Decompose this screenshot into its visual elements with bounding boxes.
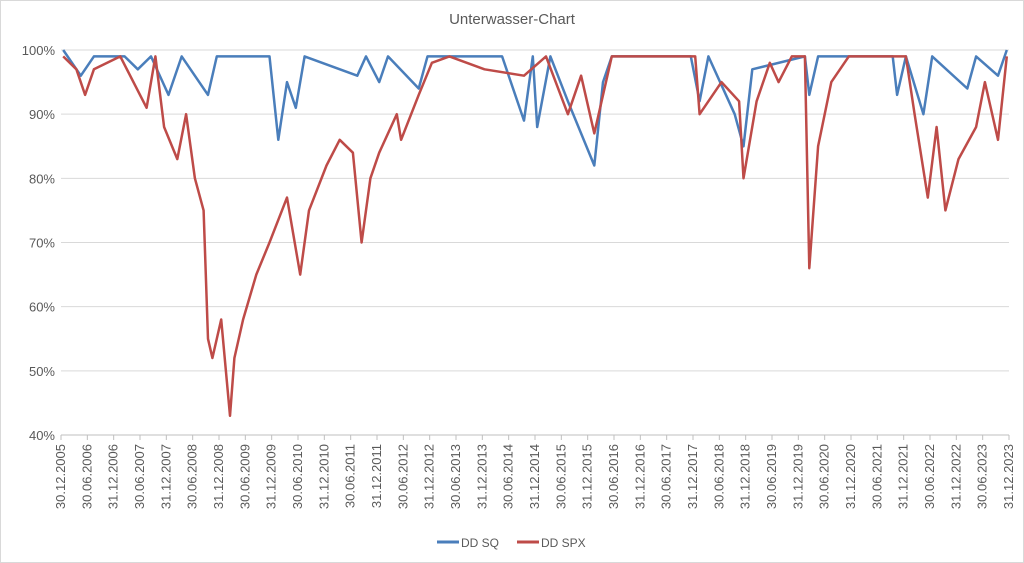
- x-tick-label: 31.12.2010: [316, 444, 331, 509]
- x-tick-label: 30.06.2009: [237, 444, 252, 509]
- legend-label: DD SPX: [541, 536, 586, 550]
- x-tick-label: 30.06.2014: [501, 444, 516, 509]
- y-tick-label: 60%: [29, 300, 55, 315]
- y-tick-label: 90%: [29, 107, 55, 122]
- x-tick-label: 30.06.2020: [817, 444, 832, 509]
- y-tick-label: 100%: [22, 43, 56, 58]
- y-tick-label: 80%: [29, 171, 55, 186]
- x-tick-label: 31.12.2009: [264, 444, 279, 509]
- x-tick-label: 31.12.2020: [843, 444, 858, 509]
- x-tick-label: 30.06.2006: [79, 444, 94, 509]
- y-tick-label: 70%: [29, 236, 55, 251]
- x-tick-label: 31.12.2011: [369, 444, 384, 508]
- x-tick-label: 30.06.2022: [922, 444, 937, 509]
- x-tick-label: 31.12.2012: [422, 444, 437, 509]
- x-tick-label: 31.12.2006: [106, 444, 121, 509]
- x-tick-label: 30.06.2012: [395, 444, 410, 509]
- x-tick-label: 31.12.2018: [738, 444, 753, 509]
- x-tick-label: 30.06.2011: [343, 444, 358, 508]
- y-tick-label: 50%: [29, 364, 55, 379]
- x-tick-label: 30.06.2017: [659, 444, 674, 509]
- x-tick-label: 30.06.2016: [606, 444, 621, 509]
- x-tick-label: 30.06.2015: [553, 444, 568, 509]
- x-tick-label: 31.12.2021: [896, 444, 911, 509]
- x-tick-label: 31.12.2017: [685, 444, 700, 509]
- series-line-dd-sq: [62, 49, 1008, 167]
- legend-label: DD SQ: [461, 536, 499, 550]
- x-tick-label: 30.12.2005: [53, 444, 68, 509]
- x-tick-label: 31.12.2008: [211, 444, 226, 509]
- x-tick-label: 31.12.2015: [580, 444, 595, 509]
- x-tick-label: 31.12.2016: [632, 444, 647, 509]
- chart-title: Unterwasser-Chart: [449, 11, 576, 28]
- x-tick-label: 31.12.2013: [474, 444, 489, 509]
- x-tick-label: 31.12.2022: [948, 444, 963, 509]
- x-tick-label: 30.06.2023: [975, 444, 990, 509]
- x-tick-label: 30.06.2013: [448, 444, 463, 509]
- x-tick-label: 30.06.2021: [869, 444, 884, 509]
- x-tick-label: 30.06.2018: [711, 444, 726, 509]
- x-tick-label: 31.12.2023: [1001, 444, 1016, 509]
- y-tick-label: 40%: [29, 428, 55, 443]
- x-tick-label: 30.06.2008: [185, 444, 200, 509]
- x-tick-label: 30.06.2007: [132, 444, 147, 509]
- x-tick-label: 31.12.2014: [527, 444, 542, 509]
- x-tick-label: 31.12.2019: [790, 444, 805, 509]
- x-tick-label: 31.12.2007: [158, 444, 173, 509]
- x-tick-label: 30.06.2010: [290, 444, 305, 509]
- x-tick-label: 30.06.2019: [764, 444, 779, 509]
